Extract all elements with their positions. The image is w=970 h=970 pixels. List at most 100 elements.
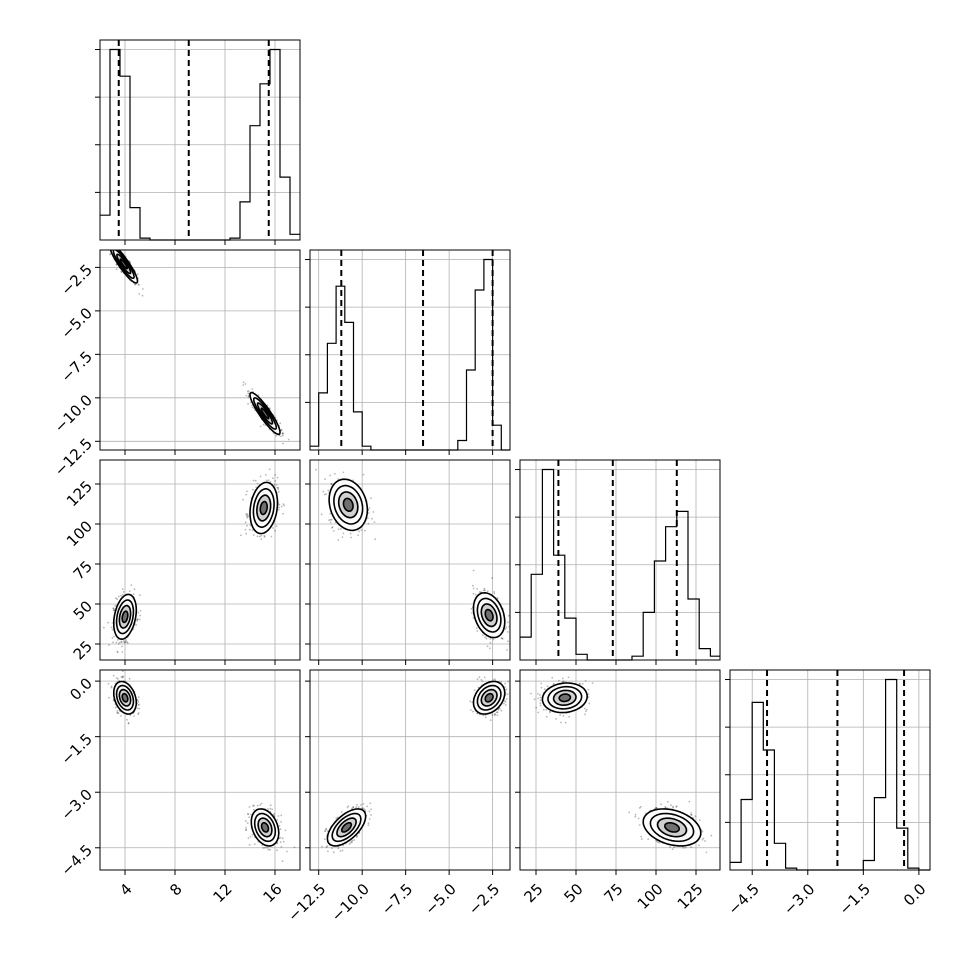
sample-point xyxy=(325,828,327,830)
density-contour xyxy=(113,680,138,715)
sample-point xyxy=(371,517,373,520)
sample-point xyxy=(585,708,588,711)
sample-point xyxy=(278,824,281,827)
sample-point xyxy=(118,595,120,598)
sample-point xyxy=(540,686,543,689)
sample-point xyxy=(279,828,282,831)
sample-point xyxy=(336,816,339,819)
sample-point xyxy=(121,676,124,679)
sample-point xyxy=(472,592,475,595)
sample-point xyxy=(245,829,247,831)
sample-point xyxy=(112,244,114,246)
sample-point xyxy=(501,637,504,640)
sample-point xyxy=(500,637,503,640)
sample-point xyxy=(128,677,131,680)
sample-point xyxy=(362,473,365,476)
sample-point xyxy=(247,392,250,395)
sample-point xyxy=(281,432,284,435)
sample-point xyxy=(108,248,110,250)
sample-point xyxy=(546,685,549,687)
sample-point xyxy=(246,513,249,516)
sample-point xyxy=(136,273,139,276)
density-contour xyxy=(112,250,135,280)
sample-point xyxy=(322,490,325,493)
density-contour xyxy=(259,500,269,516)
panel-frame xyxy=(99,459,301,661)
sample-point xyxy=(560,721,562,724)
sample-point xyxy=(682,847,684,849)
sample-point xyxy=(671,848,674,851)
density-contour xyxy=(472,591,506,639)
sample-point xyxy=(137,704,140,706)
sample-point xyxy=(256,804,259,807)
sample-point xyxy=(537,711,540,714)
sample-point xyxy=(120,715,122,717)
sample-point xyxy=(356,804,358,806)
sample-point xyxy=(504,682,506,685)
sample-point xyxy=(274,474,276,476)
sample-point xyxy=(248,843,251,846)
sample-point xyxy=(293,846,296,849)
sample-point xyxy=(489,719,492,721)
sample-point xyxy=(568,715,571,718)
sample-point xyxy=(351,839,354,842)
panel-frame xyxy=(309,249,511,451)
sample-point xyxy=(132,593,135,596)
sample-point xyxy=(537,697,539,700)
sample-point xyxy=(367,522,370,525)
sample-point xyxy=(567,676,570,679)
sample-point xyxy=(116,711,119,714)
sample-point xyxy=(136,619,139,622)
density-contour xyxy=(260,407,270,420)
sample-point xyxy=(111,637,114,639)
sample-point xyxy=(482,714,485,717)
sample-point xyxy=(552,683,555,685)
sample-point xyxy=(133,715,135,717)
sample-point xyxy=(115,597,117,600)
sample-point xyxy=(264,474,267,476)
density-contour xyxy=(541,682,589,714)
sample-point xyxy=(362,803,365,805)
sample-point xyxy=(139,610,142,612)
sample-point xyxy=(112,246,114,248)
sample-point xyxy=(331,847,333,850)
sample-point xyxy=(121,588,124,591)
sample-point xyxy=(367,512,370,514)
sample-point xyxy=(638,824,641,826)
sample-point xyxy=(275,484,278,486)
sample-point xyxy=(366,805,369,808)
sample-point xyxy=(507,614,510,617)
histogram-panel-2 xyxy=(515,459,721,661)
sample-point xyxy=(113,609,116,612)
sample-point xyxy=(247,813,249,815)
sample-point xyxy=(481,680,484,683)
sample-point xyxy=(507,621,509,624)
sample-point xyxy=(530,692,532,695)
sample-point xyxy=(109,246,111,248)
sample-point xyxy=(584,680,587,682)
sample-point xyxy=(373,521,376,523)
sample-point xyxy=(280,429,283,432)
sample-point xyxy=(280,821,282,823)
sample-point xyxy=(326,845,329,848)
sample-point xyxy=(120,594,122,597)
sample-point xyxy=(474,593,477,596)
sample-point xyxy=(119,641,121,644)
sample-point xyxy=(253,804,255,807)
sample-point xyxy=(657,841,659,844)
sample-point xyxy=(370,497,372,500)
sample-point xyxy=(111,622,114,624)
sample-point xyxy=(128,590,131,592)
sample-point xyxy=(107,682,110,685)
sample-point xyxy=(276,476,279,479)
density-contour xyxy=(326,808,367,847)
density-panel-1-0 xyxy=(99,244,301,451)
sample-point xyxy=(330,518,333,521)
sample-point xyxy=(240,534,242,537)
sample-point xyxy=(483,587,486,590)
sample-point xyxy=(112,245,114,247)
sample-point xyxy=(122,640,125,642)
panel-frame xyxy=(99,669,301,871)
sample-point xyxy=(248,816,251,818)
sample-point xyxy=(329,474,331,477)
